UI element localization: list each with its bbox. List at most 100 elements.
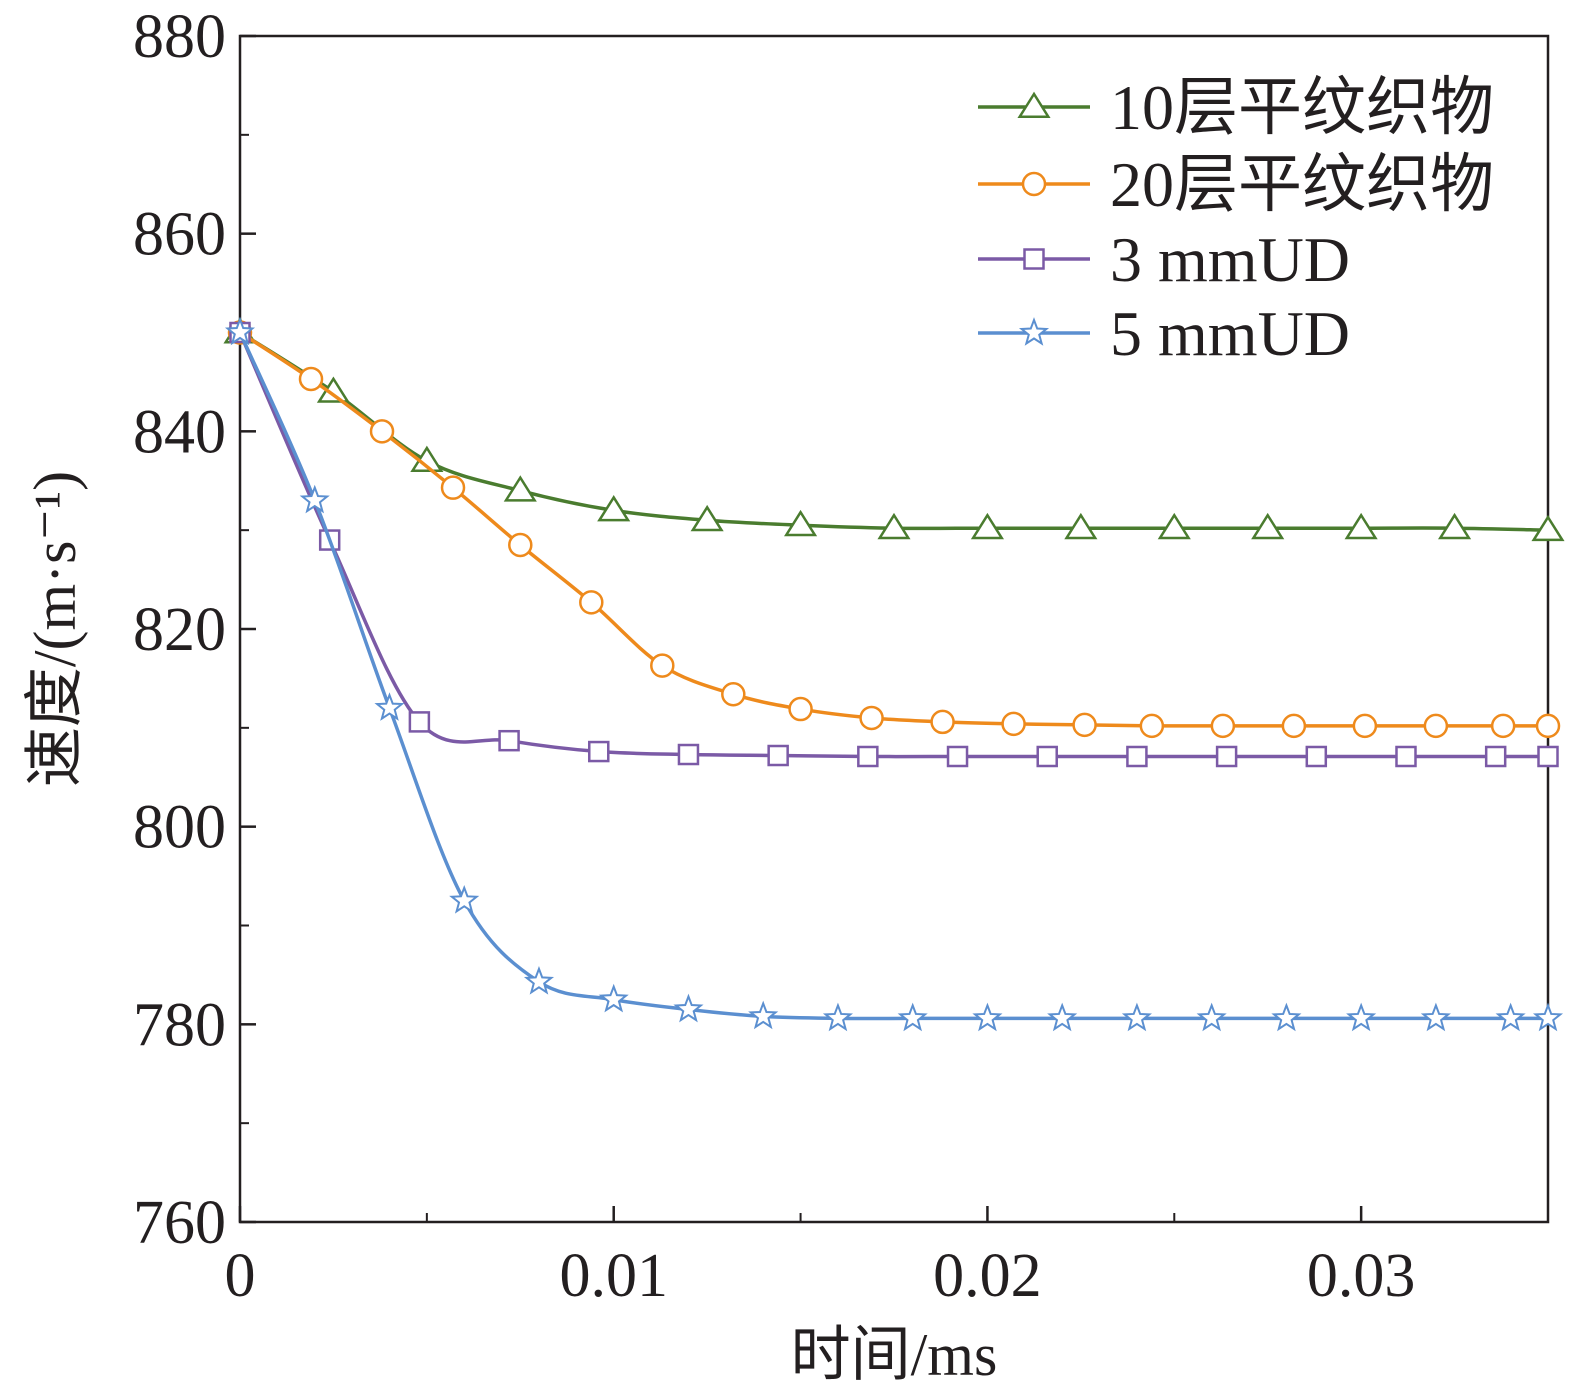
data-point [1495, 1002, 1526, 1032]
data-point [859, 705, 884, 731]
data-point [784, 509, 818, 537]
x-axis-ticks: 0 0.01 0.02 0.03 [225, 1206, 1416, 1310]
data-point [1531, 514, 1565, 542]
series-line [238, 331, 1548, 759]
data-point [788, 696, 813, 722]
data-point [721, 681, 746, 707]
data-point [299, 484, 330, 514]
data-point [650, 653, 675, 678]
data-point [1271, 1002, 1302, 1032]
data-point [369, 419, 395, 444]
data-point [1346, 1002, 1377, 1032]
data-point [1196, 1002, 1227, 1032]
data-point [523, 966, 555, 995]
data-point [877, 512, 911, 540]
data-point [1215, 745, 1238, 768]
legend-label: 20层平纹织物 [1110, 149, 1494, 220]
data-point [449, 884, 480, 914]
legend-item: 5 mmUD [978, 298, 1350, 369]
data-point [408, 711, 431, 733]
data-point [597, 495, 631, 522]
y-tick-label: 840 [133, 398, 226, 466]
legend-item: 20层平纹织物 [978, 149, 1494, 220]
data-point [1490, 713, 1516, 739]
data-point [1305, 745, 1328, 768]
legend-item: 3 mmUD [978, 224, 1350, 295]
data-point [598, 983, 629, 1013]
data-point [673, 993, 704, 1023]
legend-label: 3 mmUD [1110, 224, 1350, 295]
data-point [946, 745, 969, 768]
data-point [1251, 512, 1285, 540]
data-point [1438, 512, 1472, 540]
data-point [1047, 1002, 1078, 1032]
y-axis-ticks: 760 780 800 820 840 860 880 [133, 3, 256, 1257]
y-tick-label: 880 [133, 3, 226, 71]
data-point [440, 475, 466, 500]
x-tick-label: 0.02 [933, 1242, 1042, 1310]
x-tick-label: 0 [225, 1242, 256, 1310]
x-tick-label: 0.03 [1307, 1242, 1416, 1310]
data-point [224, 316, 256, 346]
data-point [316, 376, 350, 403]
data-point [1210, 713, 1236, 739]
data-point [972, 1002, 1003, 1032]
series-line [239, 331, 1549, 532]
legend-item: 10层平纹织物 [978, 72, 1494, 143]
x-axis-label: 时间/ms [791, 1322, 998, 1388]
legend-marker [1017, 91, 1051, 118]
legend-marker [1021, 171, 1047, 197]
data-point [1535, 713, 1561, 739]
y-tick-label: 860 [133, 201, 226, 269]
series-line [238, 331, 1548, 1021]
data-point [767, 744, 789, 767]
data-point [897, 1002, 928, 1032]
legend-label: 5 mmUD [1110, 298, 1350, 369]
data-point [298, 366, 324, 392]
data-point [1001, 711, 1026, 737]
data-point [1139, 713, 1165, 739]
data-point [1157, 512, 1191, 540]
data-point [498, 729, 520, 752]
y-tick-label: 800 [133, 794, 226, 862]
data-point [508, 532, 533, 558]
y-tick-label: 760 [133, 1189, 226, 1257]
data-point [1126, 745, 1148, 768]
y-tick-label: 780 [133, 991, 226, 1059]
x-tick-label: 0.01 [559, 1242, 668, 1310]
data-point [930, 709, 955, 735]
data-point [677, 743, 700, 766]
y-axis-label: 速度/(m·s⁻¹) [22, 471, 88, 787]
data-point [690, 504, 724, 532]
series-3 [229, 321, 1559, 768]
data-point [1072, 712, 1097, 738]
data-point [588, 740, 610, 763]
legend-marker [1018, 317, 1050, 346]
legend-label: 10层平纹织物 [1110, 72, 1494, 143]
data-point [748, 1000, 779, 1030]
legend-marker [1023, 248, 1045, 270]
data-point [1344, 512, 1378, 540]
data-point [1423, 713, 1449, 739]
data-point [1537, 745, 1559, 768]
data-point [1352, 713, 1378, 739]
data-point [970, 512, 1004, 540]
data-point [857, 745, 879, 768]
data-point [1420, 1002, 1451, 1032]
data-point [1281, 713, 1307, 739]
data-point [579, 590, 604, 615]
data-point [822, 1002, 854, 1032]
data-point [1121, 1002, 1152, 1032]
series-4 [224, 316, 1564, 1032]
data-point [1064, 512, 1098, 540]
series-1 [223, 317, 1565, 542]
data-point [1036, 745, 1058, 768]
series-layer [223, 316, 1565, 1032]
data-point [1395, 745, 1417, 768]
y-tick-label: 820 [133, 596, 226, 664]
data-point [1532, 1002, 1564, 1032]
data-point [374, 692, 405, 721]
data-point [1484, 745, 1507, 768]
